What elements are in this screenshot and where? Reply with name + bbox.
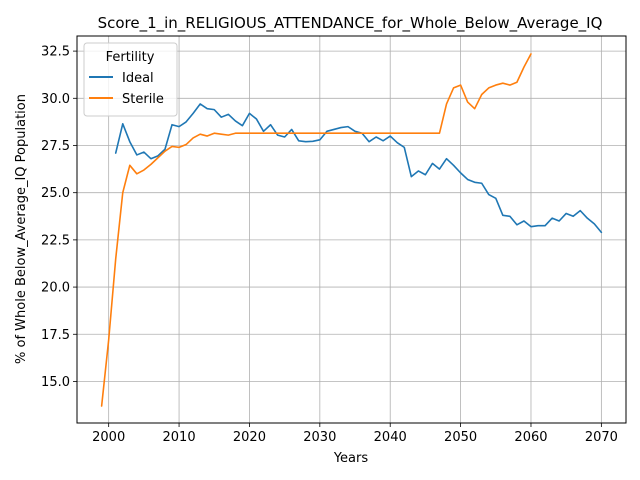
x-tick-label: 2060 <box>514 430 547 445</box>
y-tick-label: 17.5 <box>41 328 70 343</box>
y-tick-label: 22.5 <box>41 233 70 248</box>
x-tick-label: 2070 <box>585 430 618 445</box>
y-tick-label: 15.0 <box>41 375 70 390</box>
gridlines <box>77 36 626 423</box>
y-axis-label: % of Whole Below_Average_IQ Population <box>14 94 29 364</box>
y-tick-label: 27.5 <box>41 139 70 154</box>
x-tick-label: 2030 <box>303 430 336 445</box>
plot-frame <box>76 35 627 424</box>
x-axis-ticks: 2000 2010 2020 2030 2040 2050 2060 2070 <box>92 423 618 445</box>
legend-label-ideal: Ideal <box>122 71 154 86</box>
x-tick-label: 2020 <box>233 430 266 445</box>
x-tick-label: 2050 <box>444 430 477 445</box>
legend-label-sterile: Sterile <box>122 92 164 107</box>
series-lines <box>100 53 603 407</box>
chart-title: Score_1_in_RELIGIOUS_ATTENDANCE_for_Whol… <box>98 14 603 33</box>
x-tick-label: 2000 <box>92 430 125 445</box>
series-line-sterile <box>100 53 532 407</box>
legend-title: Fertility <box>106 50 155 65</box>
series-line-ideal <box>114 103 603 234</box>
x-tick-label: 2010 <box>163 430 196 445</box>
y-tick-label: 20.0 <box>41 281 70 296</box>
x-tick-label: 2040 <box>374 430 407 445</box>
y-tick-label: 30.0 <box>41 92 70 107</box>
y-tick-label: 32.5 <box>41 45 70 60</box>
x-axis-label: Years <box>333 451 369 466</box>
legend: Fertility Ideal Sterile <box>83 42 178 117</box>
y-axis-ticks: 15.0 17.5 20.0 22.5 25.0 27.5 30.0 32.5 <box>41 45 77 390</box>
y-tick-label: 25.0 <box>41 186 70 201</box>
